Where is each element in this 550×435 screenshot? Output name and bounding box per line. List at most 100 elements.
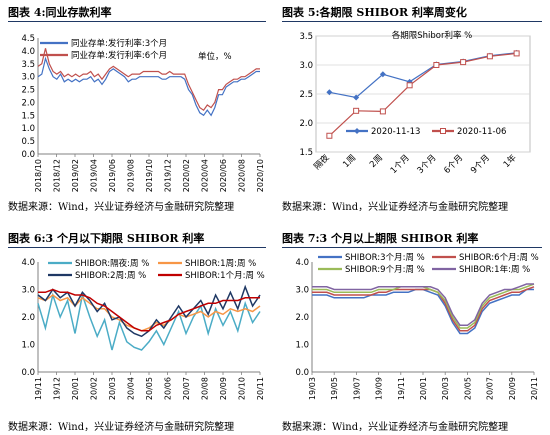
- x-tick-label: 20/02: [90, 377, 99, 400]
- x-tick-label: 19/03: [308, 377, 317, 400]
- y-tick-label: 4.0: [21, 47, 35, 57]
- legend-label: 2020-11-13: [371, 127, 420, 137]
- x-tick-label: 19/12: [53, 377, 62, 400]
- legend-label: SHIBOR:1个月:周 %: [185, 271, 265, 281]
- y-tick-label: 1.0: [295, 341, 309, 351]
- series-line: [328, 52, 517, 137]
- data-point: [513, 50, 520, 57]
- legend-label: SHIBOR:1年:周 %: [459, 264, 530, 275]
- x-tick-label: 9个月: [469, 153, 492, 176]
- x-tick-label: 2019/02: [71, 159, 80, 192]
- x-tick-label: 19/11: [397, 377, 406, 400]
- x-tick-label: 2019/08: [127, 159, 136, 192]
- x-tick-label: 1年: [501, 152, 519, 170]
- y-tick-label: 2.0: [295, 313, 309, 323]
- x-tick-label: 1个月: [389, 153, 412, 176]
- data-point: [379, 108, 386, 115]
- x-tick-label: 2019/10: [145, 159, 154, 192]
- chart-2-svg: 1.5 2.0 2.5 3.0 3.5 隔夜 1周 2周 1个月 3个月 6个月 9个月 1年 2020-…: [299, 30, 531, 176]
- x-tick-label: 2周: [368, 153, 385, 170]
- x-tick-label: 20/11: [256, 377, 265, 400]
- series-line: [37, 48, 260, 112]
- x-tick-label: 6个月: [442, 153, 465, 176]
- y-tick-label: 1.5: [21, 111, 35, 121]
- legend-label: SHIBOR:3个月:周 %: [345, 253, 425, 263]
- y-tick-label: 0.5: [21, 137, 35, 147]
- x-tick-label: 2020/08: [238, 159, 247, 192]
- y-tick-label: 4.0: [295, 258, 309, 268]
- data-point: [460, 59, 467, 66]
- x-tick-label: 19/11: [34, 377, 43, 400]
- x-tick-label: 20/05: [145, 377, 154, 400]
- y-tick-label: 3.5: [299, 32, 313, 42]
- chart-title-4: 图表 7:3 个月以上期限 SHIBOR 利率: [282, 232, 479, 245]
- title-rule-1: [8, 21, 266, 22]
- series-line: [37, 292, 261, 351]
- legend-label: 同业存单:发行利率:6个月: [71, 50, 167, 61]
- x-tick-label: 2019/12: [164, 159, 173, 192]
- y-tick-label: 3.5: [21, 60, 35, 70]
- x-tick-label: 20/06: [164, 377, 173, 400]
- legend-marker: [354, 128, 360, 134]
- y-tick-label: 0.0: [295, 368, 309, 378]
- x-tick-label: 1周: [341, 153, 358, 170]
- source-note-3: 数据来源：Wind，兴业证券经济与金融研究院整理: [8, 422, 235, 433]
- y-tick-label: 0.0: [21, 368, 35, 378]
- y-tick-label: 2.0: [21, 98, 35, 108]
- data-point: [326, 132, 333, 139]
- x-tick-label: 20/09: [508, 377, 517, 400]
- x-tick-label: 20/01: [71, 377, 80, 400]
- legend-label: SHIBOR:1周:周 %: [185, 259, 256, 269]
- y-tick-label: 4.0: [21, 258, 35, 268]
- y-tick-label: 1.0: [21, 124, 35, 134]
- x-tick-label: 20/04: [127, 377, 136, 400]
- x-tick-label: 19/05: [330, 377, 339, 400]
- title-rule-4: [282, 247, 542, 248]
- x-tick-label: 2018/12: [53, 159, 62, 192]
- y-tick-label: 1.0: [21, 341, 35, 351]
- chart-1-svg: 0.0 0.5 1.0 1.5 2.0 2.5 3.0 3.5 4.0 4.5 2018/10 201…: [21, 34, 265, 192]
- y-tick-label: 1.5: [299, 148, 313, 158]
- legend-marker: [440, 128, 446, 134]
- x-tick-label: 2019/04: [90, 159, 99, 192]
- series-line: [37, 56, 260, 117]
- x-tick-label: 20/11: [530, 377, 539, 400]
- x-tick-label: 3个月: [416, 153, 439, 176]
- x-tick-label: 19/07: [352, 377, 361, 400]
- y-tick-label: 2.0: [299, 119, 313, 129]
- title-rule-3: [8, 247, 266, 248]
- y-tick-label: 3.0: [299, 61, 313, 71]
- x-tick-label: 20/07: [486, 377, 495, 400]
- x-tick-label: 2020/10: [256, 159, 265, 192]
- x-tick-label: 20/09: [219, 377, 228, 400]
- chart-title-1: 图表 4:同业存款利率: [8, 6, 112, 19]
- x-tick-label: 2020/06: [219, 159, 228, 192]
- x-tick-label: 20/05: [463, 377, 472, 400]
- source-note-2: 数据来源：Wind，兴业证券经济与金融研究院整理: [282, 202, 509, 213]
- chart-title-2: 图表 5:各期限 SHIBOR 利率周变化: [282, 6, 467, 19]
- y-tick-label: 3.0: [21, 73, 35, 83]
- chart-3-svg: 0.0 1.0 2.0 3.0 4.0 19/11 19/12 20/01 20/02 20/03…: [21, 258, 265, 400]
- chart-4-svg: 0.0 1.0 2.0 3.0 4.0 19/03 19/05 19/07 19/09 19/11…: [295, 253, 539, 400]
- data-point: [379, 71, 386, 78]
- y-tick-label: 3.0: [21, 286, 35, 296]
- y-tick-label: 3.0: [295, 286, 309, 296]
- x-tick-label: 20/03: [108, 377, 117, 400]
- x-tick-label: 20/03: [441, 377, 450, 400]
- x-tick-label: 19/09: [375, 377, 384, 400]
- x-tick-label: 20/01: [419, 377, 428, 400]
- data-point: [326, 89, 333, 96]
- x-tick-label: 隔夜: [312, 152, 332, 172]
- x-tick-label: 20/10: [238, 377, 247, 400]
- legend-label: SHIBOR:2周:周 %: [75, 271, 146, 281]
- data-point: [433, 62, 440, 68]
- legend-label: SHIBOR:6个月:周 %: [459, 253, 539, 263]
- data-point: [486, 53, 493, 60]
- legend-label: SHIBOR:隔夜:周 %: [75, 258, 149, 269]
- legend-label: 同业存单:发行利率:3个月: [71, 38, 167, 49]
- legend-label: SHIBOR:9个月:周 %: [345, 265, 425, 275]
- y-tick-label: 2.5: [299, 90, 313, 100]
- x-tick-label: 20/07: [182, 377, 191, 400]
- y-tick-label: 0.0: [21, 150, 35, 160]
- x-tick-label: 2020/02: [182, 159, 191, 192]
